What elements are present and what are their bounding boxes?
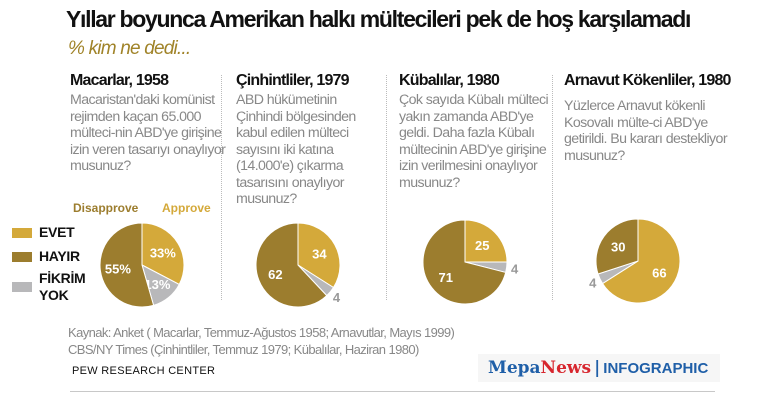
pie-data-label: 55% (105, 261, 131, 276)
page-title: Yıllar boyunca Amerikan halkı mülteciler… (66, 6, 691, 32)
column-question: Yüzlerce Arnavut kökenli Kosovalı mülte-… (564, 98, 728, 164)
legend-swatch (12, 251, 32, 262)
pie-data-label: 34 (312, 246, 327, 261)
legend-swatch (12, 227, 32, 238)
pie-data-label: 30 (611, 240, 625, 255)
logo-infographic: INFOGRAPHIC (603, 359, 709, 377)
column-hungarians: Macarlar, 1958 Macaristan'daki komünist … (70, 72, 230, 175)
pie-data-label: 4 (333, 290, 341, 305)
pie-slice (595, 218, 639, 275)
bottom-rule (70, 391, 715, 392)
pie-slice (601, 218, 681, 304)
source-line: Kaynak: Anket ( Macarlar, Temmuz-Ağustos… (68, 325, 455, 340)
pie-data-label: 4 (589, 275, 597, 290)
legend-item-yes: EVET (12, 224, 75, 241)
divider (552, 75, 553, 300)
pie-slice (464, 219, 508, 263)
pie-data-label: 71 (439, 270, 453, 285)
pie-data-label: 13% (144, 277, 170, 292)
source-line: CBS/NY Times (Çinhintliler, Temmuz 1979;… (68, 342, 419, 357)
legend-item-no-opinion: FİKRİM YOK (12, 270, 89, 304)
pie-data-label: 25 (475, 238, 489, 253)
logo-news: News (540, 358, 592, 378)
column-question: ABD hükümetinin Çinhindi bölgesinden kab… (236, 92, 356, 207)
approve-label: Approve (162, 201, 211, 215)
column-albanians: Arnavut Kökenliler, 1980 Yüzlerce Arnavu… (564, 72, 734, 164)
pie-data-label: 4 (511, 261, 519, 276)
column-title: Çinhintliler, 1979 (236, 72, 350, 89)
pie-data-label: 62 (268, 267, 282, 282)
mepanews-logo: Mepa News | INFOGRAPHIC (478, 354, 720, 382)
pie-slice (141, 222, 185, 286)
logo-mepa: Mepa (488, 358, 541, 378)
legend-swatch (12, 282, 32, 292)
column-title: Kübalılar, 1980 (399, 72, 500, 89)
column-cubans: Kübalılar, 1980 Çok sayıda Kübalı mültec… (399, 72, 549, 191)
divider (221, 75, 222, 300)
legend-item-no: HAYIR (12, 248, 80, 265)
source: Kaynak: Anket ( Macarlar, Temmuz-Ağustos… (68, 324, 455, 358)
pie-data-label: 33% (150, 245, 176, 260)
pie-slice (422, 219, 507, 305)
subtitle: % kim ne dedi... (68, 38, 191, 59)
divider (386, 75, 387, 300)
column-question: Macaristan'daki komünist rejimden kaçan … (70, 92, 226, 174)
column-title: Arnavut Kökenliler, 1980 (564, 72, 731, 89)
pie-slice (255, 222, 328, 308)
pew-credit: PEW RESEARCH CENTER (72, 365, 216, 377)
pie-data-label: 66 (652, 266, 666, 281)
column-title: Macarlar, 1958 (70, 72, 169, 89)
disapprove-label: Disapprove (73, 201, 139, 215)
pie-slice (99, 222, 155, 308)
column-indochinese: Çinhintliler, 1979 ABD hükümetinin Çinhi… (236, 72, 376, 208)
column-question: Çok sayıda Kübalı mülteci yakın zamanda … (399, 92, 549, 191)
